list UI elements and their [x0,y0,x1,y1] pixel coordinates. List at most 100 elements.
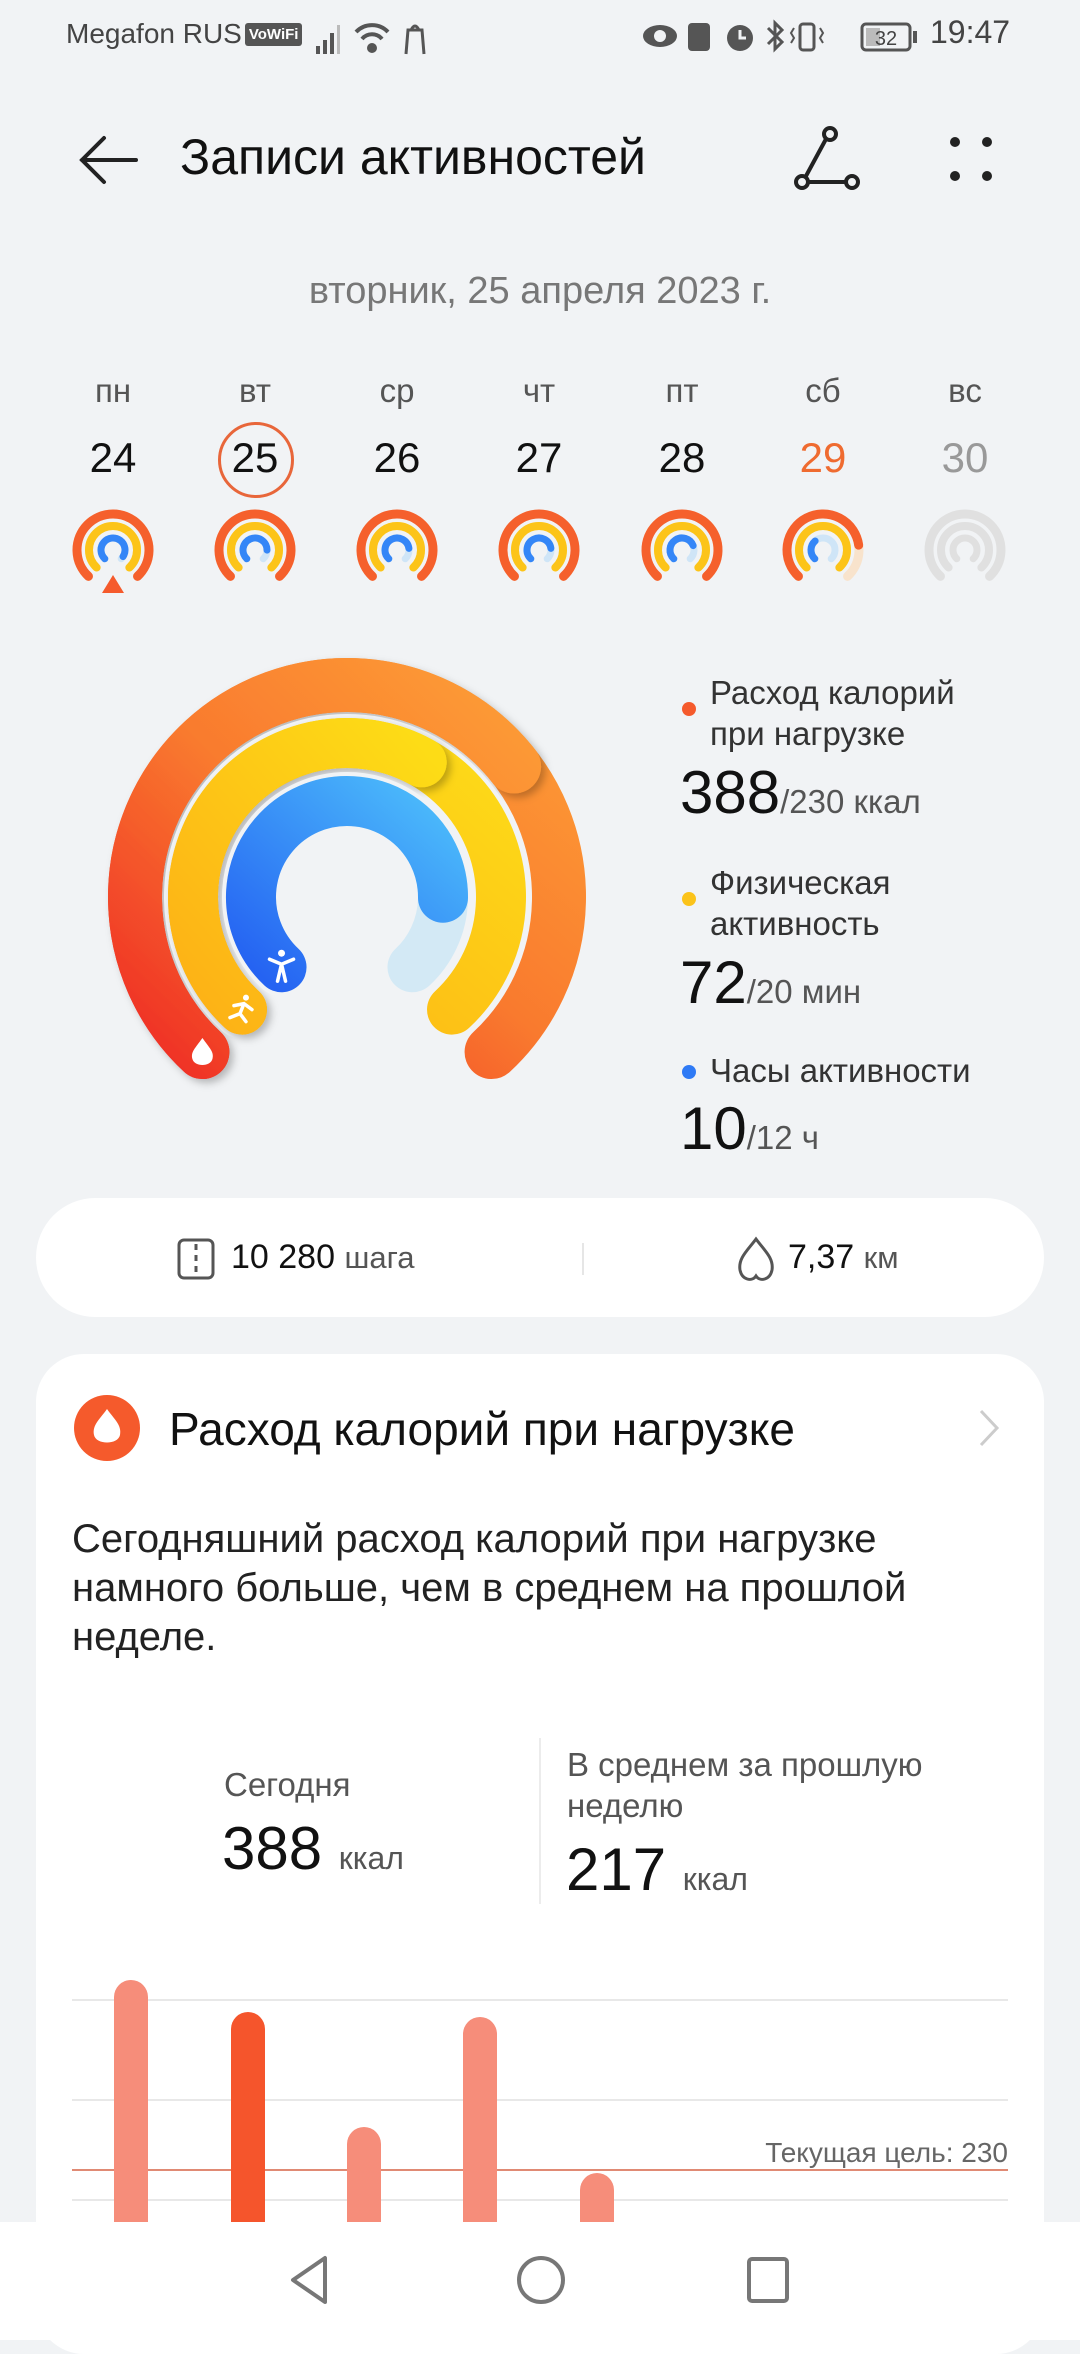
today-label: Сегодня [224,1766,351,1803]
triangle-back-icon [291,2256,327,2304]
square-recents-icon [747,2257,789,2303]
flame-icon [93,1409,121,1443]
vibrate-icon [789,22,825,52]
distance-text: 7,37 км [788,1238,899,1276]
mini-ring-track [937,522,993,572]
nav-home-button[interactable] [515,2254,567,2306]
avg-label: В среднем за прошлую неделю [567,1746,923,1824]
bar-чт [463,2017,497,2222]
mini-ring-progress [369,522,425,572]
running-icon [228,994,254,1024]
day-rings-26[interactable] [352,505,442,595]
stats-divider [539,1738,541,1904]
day-label-вт: вт [239,372,271,409]
day-number-30[interactable]: 30 [941,434,989,481]
activity-value: 72/20 мин [680,949,862,1016]
eye-icon [643,25,677,47]
mini-ring-progress [72,509,154,581]
mini-ring-progress [782,509,864,581]
route-button[interactable] [792,124,864,196]
calories-label: Расход калорий при нагрузке [710,674,955,752]
more-button[interactable] [945,130,997,190]
mini-ring-progress [214,509,296,581]
mini-ring-track [949,534,981,563]
nav-recents-button[interactable] [745,2255,791,2305]
divider [582,1243,584,1275]
current-marker-icon [102,575,124,593]
day-rings-25[interactable] [210,505,300,595]
day-rings-29[interactable] [778,505,868,595]
flame-icon [191,1038,213,1066]
day-number-25[interactable]: 25 [231,434,279,481]
hours-value: 10/12 ч [680,1095,819,1162]
activity-dot [682,892,696,906]
calorie-card-title[interactable]: Расход калорий при нагрузке [169,1403,795,1455]
mini-ring-progress [381,534,413,563]
signal-icon [316,25,340,54]
day-number-27[interactable]: 27 [515,434,563,481]
person-icon [267,949,296,983]
page-title: Записи активностей [180,129,646,185]
avg-value: 217 ккал [566,1836,748,1903]
bar-пт [580,2173,614,2222]
day-rings-27[interactable] [494,505,584,595]
bag-icon [404,24,426,55]
back-button[interactable] [74,130,144,190]
calorie-description: Сегодняшний расход калорий при нагрузке … [72,1517,907,1659]
alarm-icon [727,25,753,51]
hours-dot [682,1065,696,1079]
mini-ring-track [924,509,1006,581]
circle-home-icon [517,2256,565,2304]
bar-вт [231,2012,265,2222]
activity-label: Физическая активность [710,864,891,942]
activity-rings[interactable] [97,647,597,1147]
steps-text: 10 280 шага [231,1238,415,1276]
day-rings-24[interactable] [68,505,158,595]
calories-ring-overlap [108,658,542,1080]
battery-icon: 32 [860,22,917,52]
bar-пн [114,1980,148,2222]
summary-card[interactable]: 10 280 шага 7,37 км [36,1198,1044,1317]
arrow-left-icon [79,136,138,184]
status-icons: 32 [643,19,917,53]
route-icon [794,126,860,190]
mini-ring-progress [511,522,567,572]
day-label-пн: пн [94,372,132,409]
chevron-right-icon[interactable] [975,1405,1005,1451]
bluetooth-icon [766,19,785,53]
today-value: 388 ккал [222,1815,404,1882]
mini-ring-progress [523,534,555,563]
signal-wifi-icons [316,23,426,55]
status-carrier: Megafon RUS VoWiFi [66,18,303,50]
day-label-сб: сб [805,372,841,409]
steps-icon [177,1238,215,1280]
date-label: вторник, 25 апреля 2023 г. [308,270,772,312]
calorie-card-icon [74,1395,140,1461]
wifi-icon [354,23,390,53]
day-number-29[interactable]: 29 [799,434,847,481]
day-number-28[interactable]: 28 [658,434,706,481]
status-time: 19:47 [930,14,1011,50]
nav-back-button[interactable] [285,2252,335,2308]
mini-ring-progress [795,522,851,572]
day-rings-30[interactable] [920,505,1010,595]
goal-label: Текущая цель: 230 [765,2137,1008,2168]
day-label-ср: ср [379,372,415,409]
mini-ring-progress [227,522,283,572]
calories-value: 388/230 ккал [680,759,921,826]
mini-ring-progress [641,509,723,581]
mini-ring-progress [239,534,271,563]
day-label-пт: пт [665,372,699,409]
day-label-вс: вс [948,372,982,409]
vowifi-badge: VoWiFi [244,23,303,46]
day-rings-28[interactable] [637,505,727,595]
mini-ring-progress [498,509,580,581]
hours-label: Часы активности [710,1052,971,1089]
day-number-24[interactable]: 24 [89,434,137,481]
mini-ring-progress [97,534,129,563]
more-dots-icon [950,137,992,181]
hours-ring [226,776,468,993]
svg-text:32: 32 [875,28,897,50]
day-number-26[interactable]: 26 [373,434,421,481]
calories-dot [682,702,696,716]
